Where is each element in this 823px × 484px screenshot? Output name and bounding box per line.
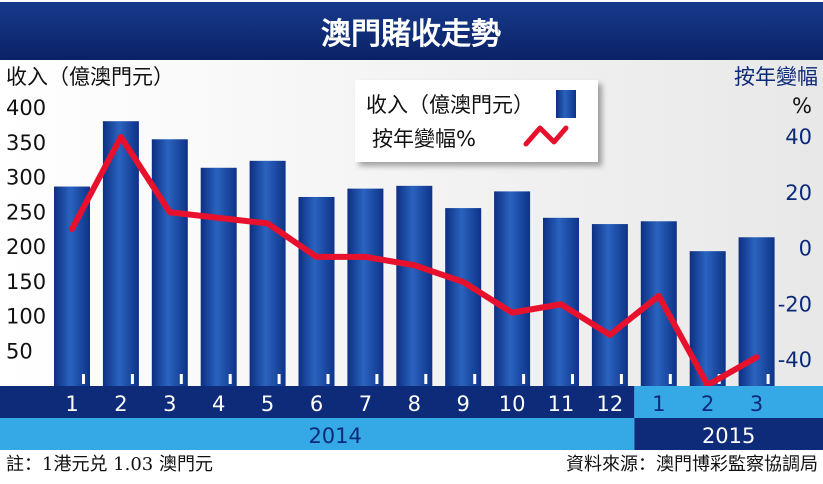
left-tick-label: 350: [6, 131, 46, 155]
bar-tick: [277, 374, 281, 384]
legend-bar-swatch: [556, 90, 576, 118]
bar-tick: [473, 374, 477, 384]
right-axis-ticks: 40 20 0 -20 -40: [778, 125, 812, 372]
bar: [54, 186, 90, 390]
month-tick-label: 11: [548, 392, 575, 416]
bar: [151, 139, 188, 390]
bar-tick: [668, 374, 672, 384]
month-tick-label: 1: [652, 392, 665, 416]
left-tick-label: 50: [6, 339, 33, 363]
bar: [591, 224, 628, 390]
title-bar: [0, 2, 823, 60]
bar-tick: [571, 374, 574, 384]
right-axis-unit: %: [792, 94, 812, 118]
bar: [445, 208, 482, 390]
year-label: 2014: [308, 424, 361, 448]
left-tick-label: 300: [6, 166, 46, 190]
right-tick-label: -20: [778, 292, 812, 316]
bar-tick: [82, 374, 85, 384]
bar-tick: [228, 374, 232, 384]
bar: [200, 167, 237, 390]
bar-tick: [179, 374, 183, 384]
legend-line-label: 按年變幅%: [372, 127, 476, 151]
left-tick-label: 200: [6, 235, 46, 259]
month-band-2014: [0, 386, 635, 418]
left-tick-label: 400: [6, 96, 46, 120]
right-tick-label: 20: [785, 181, 812, 205]
right-tick-label: 0: [799, 237, 812, 261]
line-series: [69, 134, 760, 389]
month-tick-label: 10: [499, 392, 526, 416]
month-tick-label: 2: [701, 392, 714, 416]
bar-tick: [766, 374, 770, 384]
bar-tick: [424, 374, 428, 384]
month-tick-label: 9: [457, 392, 470, 416]
bar-tick: [130, 374, 134, 384]
bar-tick: [522, 374, 526, 384]
bar: [689, 251, 726, 390]
year-band-2014: [0, 418, 635, 450]
bar-tick: [375, 374, 379, 384]
legend-bar-label: 收入（億澳門元）: [366, 93, 534, 117]
left-tick-label: 150: [6, 270, 46, 294]
month-tick-label: 1: [65, 392, 78, 416]
bar: [396, 185, 433, 390]
left-axis-ticks: 50 100 150 200 250 300 350 400: [6, 96, 46, 363]
month-band-2015: [634, 386, 823, 418]
legend-line-swatch: [523, 125, 569, 147]
right-axis-label: 按年變幅: [734, 65, 818, 89]
left-tick-label: 100: [6, 305, 46, 329]
bar: [102, 121, 139, 390]
month-tick-label: 7: [359, 392, 372, 416]
footnote-source: 資料來源：澳門博彩監察協調局: [566, 454, 818, 475]
chart-title: 澳門賭收走勢: [321, 17, 501, 52]
year-axis-band: 2014 2015: [0, 418, 823, 450]
right-tick-label: -40: [778, 348, 812, 372]
bar-tick: [619, 374, 623, 384]
right-tick-label: 40: [785, 125, 812, 149]
month-tick-label: 4: [212, 392, 225, 416]
year-label: 2015: [702, 424, 755, 448]
left-axis-label: 收入（億澳門元）: [6, 65, 174, 89]
year-band-2015: [634, 418, 823, 450]
month-tick-label: 12: [597, 392, 624, 416]
left-tick-label: 250: [6, 200, 46, 224]
bar: [494, 191, 531, 390]
month-tick-label: 3: [750, 392, 763, 416]
bar: [347, 188, 384, 390]
bar: [249, 160, 286, 390]
month-tick-label: 3: [163, 392, 176, 416]
month-axis-band: 1 2 3 4 5 6 7 8 9 10 11 12 1 2 3: [0, 386, 823, 418]
bar-tick: [326, 374, 330, 384]
month-tick-label: 2: [114, 392, 127, 416]
footnote-exchange: 註：1港元兑 1.03 澳門元: [6, 454, 213, 475]
month-tick-label: 6: [310, 392, 323, 416]
month-tick-label: 8: [408, 392, 421, 416]
bar: [298, 196, 335, 390]
month-tick-label: 5: [261, 392, 274, 416]
